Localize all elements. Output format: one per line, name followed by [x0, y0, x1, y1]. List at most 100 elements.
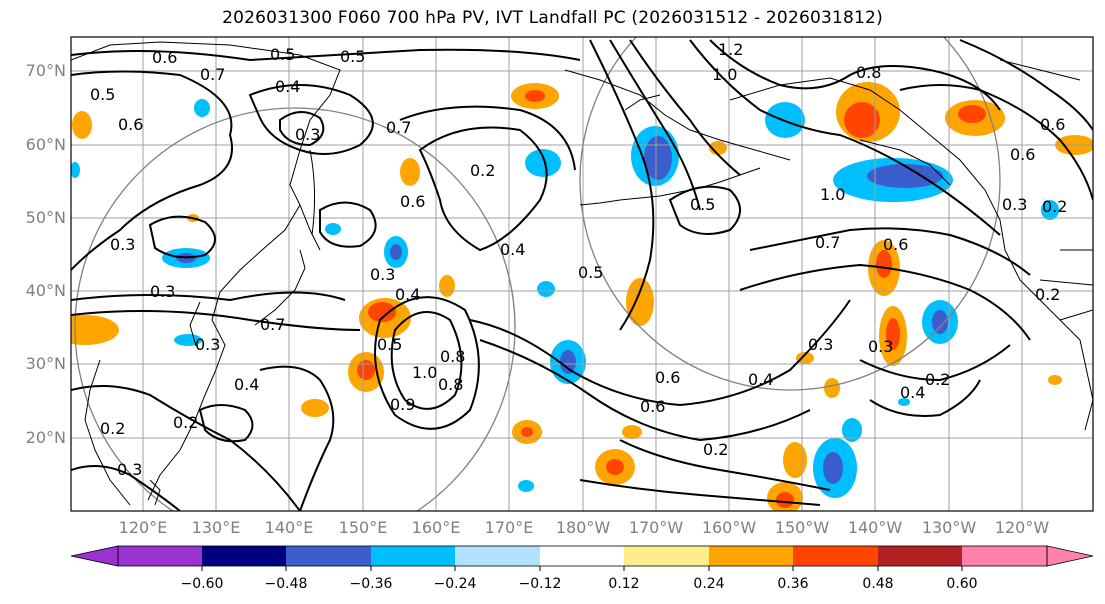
colorbar-bin [118, 546, 203, 566]
contour-label: 0.6 [655, 368, 680, 387]
contour-label: 0.3 [295, 125, 320, 144]
colorbar-frame [117, 545, 1048, 567]
colorbar-bin [793, 546, 879, 566]
contour-label: 0.3 [868, 337, 893, 356]
colorbar-bin [455, 546, 541, 566]
contour-label: 0.3 [110, 235, 135, 254]
contour-label: 0.6 [640, 397, 665, 416]
contour-labels: 0.6 0.5 0.4 0.5 0.3 0.7 0.6 0.5 0.3 0.7 … [90, 40, 1067, 479]
contour-label: 0.4 [900, 383, 925, 402]
colorbar-tick-label: 0.48 [862, 576, 894, 592]
coastlines [71, 41, 1093, 506]
lat-label-60n: 60°N [25, 135, 66, 154]
contour-label: 0.6 [118, 115, 143, 134]
colorbar-tick-label: 0.60 [946, 576, 978, 592]
contour-label: 0.5 [90, 85, 115, 104]
contour-label: 0.5 [377, 335, 402, 354]
colorbar-bin [540, 546, 625, 566]
contour-label: 0.5 [690, 195, 715, 214]
colorbar-extend-low [70, 545, 119, 567]
contour-label: 1.2 [718, 40, 743, 59]
contour-label: 0.7 [815, 233, 840, 252]
contour-label: 0.5 [578, 263, 603, 282]
colorbar-tick-label: −0.48 [264, 576, 308, 592]
contour-label: 0.3 [195, 335, 220, 354]
contour-label: 0.5 [270, 45, 295, 64]
map-frame [70, 36, 1094, 512]
contour-label: 0.2 [470, 161, 495, 180]
contour-label: 0.7 [386, 118, 411, 137]
pv-contours [71, 39, 1093, 511]
lon-label-140w: 140°W [847, 518, 903, 537]
colorbar-tick-label: 0.24 [693, 576, 725, 592]
colorbar-bin [962, 546, 1048, 566]
contour-label: 0.3 [370, 265, 395, 284]
contour-label: 0.5 [340, 47, 365, 66]
lon-label-180w: 180°W [555, 518, 611, 537]
colorbar [70, 545, 1094, 571]
lat-label-40n: 40°N [25, 281, 66, 300]
colorbar-bin [878, 546, 963, 566]
positive-shading [71, 82, 1093, 511]
contour-label: 1.0 [412, 363, 437, 382]
lat-label-20n: 20°N [25, 428, 66, 447]
lon-label-170w: 170°W [628, 518, 684, 537]
lat-label-70n: 70°N [25, 61, 66, 80]
colorbar-tick-label: −0.24 [433, 576, 477, 592]
landfall-region-circles [74, 37, 1001, 511]
contour-label: 0.2 [1035, 285, 1060, 304]
graticule [71, 37, 1093, 511]
colorbar-bin [286, 546, 372, 566]
contour-label: 0.2 [173, 413, 198, 432]
map-title: 2026031300 F060 700 hPa PV, IVT Landfall… [222, 8, 883, 28]
colorbar-tick-label: −0.60 [180, 576, 224, 592]
contour-label: 0.4 [748, 370, 773, 389]
contour-label: 0.3 [117, 460, 142, 479]
lon-label-150e: 150°E [338, 518, 388, 537]
contour-label: 0.6 [883, 235, 908, 254]
lon-label-140e: 140°E [264, 518, 314, 537]
contour-label: 0.4 [234, 375, 259, 394]
lon-label-160e: 160°E [411, 518, 461, 537]
lon-label-170e: 170°E [484, 518, 534, 537]
contour-label: 0.4 [275, 77, 300, 96]
contour-label: 0.2 [925, 370, 950, 389]
contour-label: 0.6 [152, 48, 177, 67]
lon-label-150w: 150°W [774, 518, 830, 537]
contour-label: 0.3 [1002, 195, 1027, 214]
lat-label-50n: 50°N [25, 208, 66, 227]
contour-label: 0.8 [856, 63, 881, 82]
contour-label: 0.7 [260, 315, 285, 334]
lon-label-120e: 120°E [118, 518, 168, 537]
colorbar-bin [624, 546, 710, 566]
colorbar-tick-label: −0.12 [518, 576, 562, 592]
colorbar-extend-high [1046, 545, 1094, 567]
map-panel: 0.6 0.5 0.4 0.5 0.3 0.7 0.6 0.5 0.3 0.7 … [71, 37, 1093, 511]
contour-label: 0.3 [150, 282, 175, 301]
lon-label-130w: 130°W [921, 518, 977, 537]
contour-label: 0.2 [703, 440, 728, 459]
contour-label: 1.0 [712, 65, 737, 84]
lat-label-30n: 30°N [25, 354, 66, 373]
contour-label: 0.6 [1010, 145, 1035, 164]
contour-label: 0.9 [390, 395, 415, 414]
colorbar-tick-label: 0.12 [608, 576, 640, 592]
contour-label: 0.2 [100, 419, 125, 438]
colorbar-tick-label: −0.36 [349, 576, 393, 592]
contour-label: 0.7 [200, 65, 225, 84]
contour-label: 0.8 [440, 347, 465, 366]
contour-label: 0.8 [438, 375, 463, 394]
contour-label: 1.0 [820, 185, 845, 204]
colorbar-bin [709, 546, 794, 566]
lon-label-130e: 130°E [191, 518, 241, 537]
contour-label: 0.6 [400, 192, 425, 211]
colorbar-bin [202, 546, 287, 566]
contour-label: 0.3 [808, 335, 833, 354]
contour-label: 0.2 [1042, 197, 1067, 216]
lon-label-120w: 120°W [994, 518, 1050, 537]
colorbar-tick-label: 0.36 [777, 576, 809, 592]
contour-label: 0.4 [395, 285, 420, 304]
colorbar-bin [371, 546, 456, 566]
contour-label: 0.6 [1040, 115, 1065, 134]
